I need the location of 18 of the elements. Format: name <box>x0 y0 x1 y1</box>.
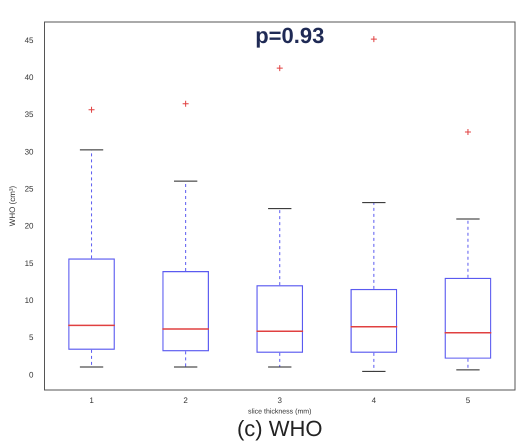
x-tick-label: 5 <box>466 396 471 406</box>
y-tick-label: 10 <box>24 296 34 305</box>
y-tick-label: 5 <box>29 333 34 342</box>
y-tick-label: 25 <box>24 184 34 194</box>
x-tick-label: 1 <box>89 396 94 406</box>
x-tick-label: 2 <box>183 396 188 406</box>
y-tick-label: 0 <box>29 370 34 380</box>
text: (c) WHO <box>236 416 323 442</box>
y-tick-label: 20 <box>24 222 34 231</box>
x-tick-label: 3 <box>278 396 283 406</box>
y-tick-label: 45 <box>24 36 34 45</box>
y-tick-label: 15 <box>24 258 34 268</box>
y-tick-label: 40 <box>24 72 34 82</box>
annotation: p=0.93 <box>255 23 324 48</box>
x-tick-label: 4 <box>372 396 377 406</box>
y-tick-label: 30 <box>24 147 34 156</box>
y-tick-label: 35 <box>24 110 34 120</box>
y-axis-title: WHO (cm³) <box>8 185 18 226</box>
